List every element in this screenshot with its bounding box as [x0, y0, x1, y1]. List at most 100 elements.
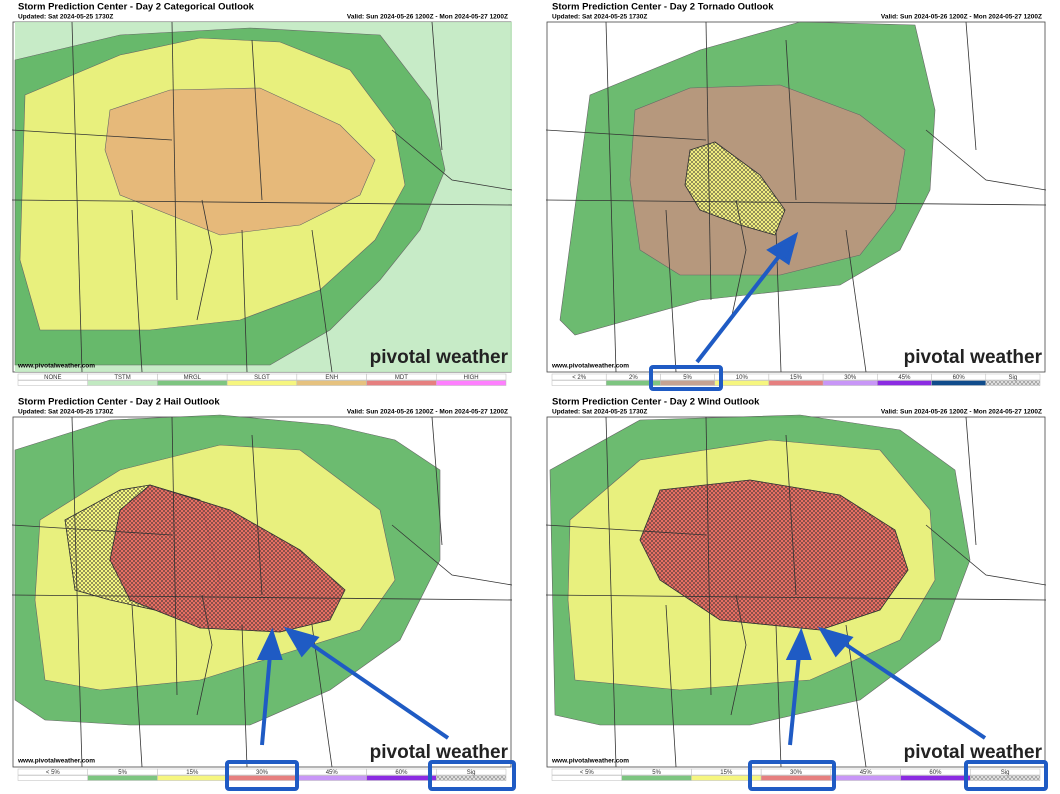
- updated: Updated: Sat 2024-05-25 1730Z: [18, 14, 113, 21]
- legend-label: 30%: [844, 375, 857, 381]
- state-border: [311, 229, 333, 373]
- state-border: [196, 199, 213, 321]
- legend-label: 15%: [790, 375, 803, 381]
- updated: Updated: Sat 2024-05-25 1730Z: [552, 14, 647, 21]
- legend-label: 2%: [629, 375, 638, 381]
- legend-swatch: [621, 775, 692, 781]
- legend-swatch: [691, 775, 762, 781]
- legend-label: MRGL: [184, 375, 202, 381]
- legend-label: 5%: [652, 770, 661, 776]
- state-border: [12, 129, 173, 141]
- state-border: [391, 524, 512, 586]
- state-border: [251, 434, 263, 596]
- website: www.pivotalweather.com: [551, 363, 629, 370]
- legend-swatch: [830, 775, 901, 781]
- legend-label: ENH: [325, 375, 338, 381]
- state-border: [845, 229, 867, 373]
- legend-swatch: [660, 380, 715, 386]
- sig-hatch: [639, 479, 909, 631]
- title: Storm Prediction Center - Day 2 Wind Out…: [552, 397, 760, 408]
- legend-swatch: [436, 380, 507, 386]
- legend-label: SLGT: [254, 375, 270, 381]
- legend-label: 60%: [953, 375, 966, 381]
- title: Storm Prediction Center - Day 2 Categori…: [18, 2, 255, 13]
- title: Storm Prediction Center - Day 2 Hail Out…: [18, 397, 220, 408]
- legend-swatch: [157, 380, 228, 386]
- outlook-panel: Storm Prediction Center - Day 2 Categori…: [12, 2, 512, 386]
- legend-label: 60%: [929, 770, 942, 776]
- state-border: [546, 199, 1046, 206]
- website: www.pivotalweather.com: [17, 758, 95, 765]
- legend-label: 15%: [186, 770, 199, 776]
- legend-label: 30%: [256, 770, 269, 776]
- updated: Updated: Sat 2024-05-25 1730Z: [18, 409, 113, 416]
- valid: Valid: Sun 2024-05-26 1200Z - Mon 2024-0…: [347, 409, 508, 416]
- legend-box: [985, 373, 1041, 381]
- state-border: [171, 21, 178, 301]
- legend-swatch: [226, 380, 298, 386]
- legend-label: 45%: [326, 770, 339, 776]
- legend-swatch: [87, 775, 158, 781]
- state-border: [546, 524, 707, 536]
- legend-swatch: [296, 775, 367, 781]
- legend-label: Sig: [1009, 375, 1018, 381]
- legend-swatch: [366, 380, 437, 386]
- legend-swatch: [768, 380, 824, 386]
- state-border: [196, 594, 213, 716]
- legend-swatch: [436, 775, 507, 781]
- legend-swatch: [296, 380, 367, 386]
- legend-swatch: [970, 775, 1041, 781]
- legend-label: 5%: [118, 770, 127, 776]
- legend-label: 5%: [683, 375, 692, 381]
- state-border: [705, 416, 712, 696]
- state-border: [131, 604, 143, 768]
- legend-label: < 5%: [46, 770, 61, 776]
- legend-label: 45%: [860, 770, 873, 776]
- legend-label: < 2%: [572, 375, 587, 381]
- legend-label: 10%: [736, 375, 749, 381]
- state-border: [785, 39, 797, 201]
- state-border: [12, 594, 512, 601]
- legend-label: 60%: [395, 770, 408, 776]
- state-border: [12, 199, 512, 206]
- state-border: [131, 209, 143, 373]
- state-border: [605, 21, 617, 373]
- valid: Valid: Sun 2024-05-26 1200Z - Mon 2024-0…: [881, 409, 1042, 416]
- legend-swatch: [605, 380, 661, 386]
- state-border: [546, 129, 707, 141]
- state-border: [965, 416, 977, 546]
- legend-swatch: [157, 775, 228, 781]
- legend-swatch: [551, 380, 607, 386]
- state-border: [965, 21, 977, 151]
- state-border: [605, 416, 617, 768]
- title: Storm Prediction Center - Day 2 Tornado …: [552, 2, 774, 13]
- updated: Updated: Sat 2024-05-25 1730Z: [552, 409, 647, 416]
- state-border: [241, 624, 248, 768]
- legend-swatch: [551, 775, 622, 781]
- state-border: [431, 416, 443, 546]
- state-border: [241, 229, 248, 373]
- legend-swatch: [985, 380, 1041, 386]
- risk-area: [629, 84, 906, 276]
- legend-label: HIGH: [464, 375, 479, 381]
- watermark: pivotal weather: [904, 742, 1043, 763]
- state-border: [12, 524, 173, 536]
- state-border: [925, 524, 1046, 586]
- state-border: [546, 594, 1046, 601]
- legend-swatch: [226, 775, 298, 781]
- watermark: pivotal weather: [370, 742, 509, 763]
- legend-swatch: [17, 380, 88, 386]
- state-border: [665, 209, 677, 373]
- valid: Valid: Sun 2024-05-26 1200Z - Mon 2024-0…: [881, 14, 1042, 21]
- state-border: [71, 21, 83, 373]
- outlook-panel: Storm Prediction Center - Day 2 Hail Out…: [12, 397, 512, 781]
- legend-swatch: [17, 775, 88, 781]
- legend-box: [436, 373, 507, 381]
- state-border: [251, 39, 263, 201]
- state-border: [775, 624, 782, 768]
- risk-area: [104, 87, 376, 236]
- valid: Valid: Sun 2024-05-26 1200Z - Mon 2024-0…: [347, 14, 508, 21]
- legend-label: Sig: [1001, 770, 1010, 776]
- legend-label: 45%: [898, 375, 911, 381]
